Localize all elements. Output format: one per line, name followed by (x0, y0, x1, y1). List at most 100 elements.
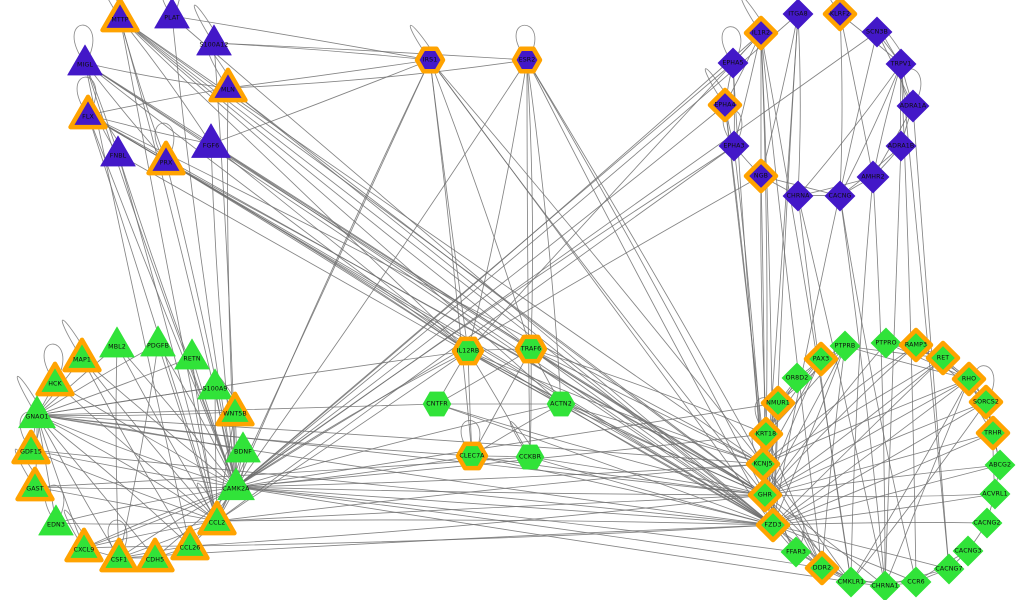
graph-node-s100a9[interactable] (190, 362, 240, 412)
graph-node-klrf2[interactable] (817, 0, 863, 37)
graph-node-migl[interactable] (60, 38, 110, 88)
graph-node-flx[interactable] (63, 90, 113, 140)
graph-node-chrna[interactable] (775, 173, 821, 219)
graph-node-mbl2[interactable] (92, 320, 142, 370)
self-loop-edge (704, 68, 730, 102)
self-loop-edge (16, 376, 42, 412)
graph-node-trhr[interactable] (970, 410, 1016, 456)
edge (189, 524, 774, 547)
graph-node-fgf6[interactable] (184, 117, 238, 171)
graph-node-traf6[interactable] (509, 327, 553, 371)
graph-node-amhr2[interactable] (849, 153, 897, 201)
graph-node-itga8[interactable] (775, 0, 821, 37)
graph-node-esr2[interactable] (506, 39, 548, 81)
graph-node-il12rb[interactable] (446, 329, 490, 373)
graph-node-edn3[interactable] (31, 498, 81, 548)
graph-node-ramp3[interactable] (893, 322, 939, 368)
edge (839, 63, 902, 197)
graph-node-cacng7[interactable] (926, 546, 972, 592)
self-loop-edge (61, 319, 87, 355)
graph-node-scn3b[interactable] (854, 9, 900, 55)
graph-node-trpv1[interactable] (878, 41, 924, 87)
graph-node-hck[interactable] (30, 357, 80, 407)
graph-node-actn2[interactable] (539, 382, 583, 426)
edge (764, 493, 996, 498)
graph-node-mln[interactable] (203, 63, 253, 113)
graph-node-cckbr[interactable] (508, 435, 552, 479)
graph-node-chrna1[interactable] (862, 563, 908, 600)
graph-node-wnt5b[interactable] (210, 387, 260, 437)
graph-node-gast[interactable] (10, 462, 60, 512)
graph-node-clec7a[interactable] (450, 434, 494, 478)
edge (429, 59, 532, 350)
graph-node-ccl26[interactable] (165, 521, 215, 571)
edge (87, 114, 218, 522)
graph-node-cacng[interactable] (817, 173, 863, 219)
graph-node-s100a12[interactable] (189, 18, 239, 68)
graph-node-ret[interactable] (920, 335, 966, 381)
graph-node-fnbl[interactable] (93, 129, 143, 179)
graph-node-rho[interactable] (946, 356, 992, 402)
graph-node-mttp[interactable] (95, 0, 145, 43)
graph-node-prx[interactable] (141, 136, 191, 186)
graph-node-epha4[interactable] (702, 82, 748, 128)
graph-node-bdnf[interactable] (218, 425, 268, 475)
edge (839, 195, 917, 583)
graph-node-map1[interactable] (57, 333, 107, 383)
graph-node-csf1[interactable] (94, 533, 144, 583)
graph-node-cacng2[interactable] (964, 500, 1010, 546)
graph-node-cacng3[interactable] (945, 528, 991, 574)
graph-node-il1r2[interactable] (738, 10, 784, 56)
edge (171, 15, 431, 61)
graph-node-ptpro[interactable] (863, 320, 909, 366)
graph-node-cxcl9[interactable] (59, 523, 109, 573)
edge (760, 32, 852, 583)
edge (762, 378, 970, 465)
graph-node-nmur1[interactable] (755, 380, 801, 426)
graph-node-epha5[interactable] (710, 40, 756, 86)
self-loop-edge (44, 484, 65, 520)
graph-node-ptprb[interactable] (822, 323, 868, 369)
graph-node-or8d2[interactable] (774, 355, 820, 401)
graph-node-retn[interactable] (167, 332, 217, 382)
edge (235, 62, 734, 488)
graph-node-gnao1[interactable] (11, 389, 63, 441)
graph-node-cdh5[interactable] (130, 533, 180, 583)
graph-node-fzd3[interactable] (750, 502, 796, 548)
graph-node-gdf15[interactable] (6, 425, 56, 475)
graph-node-cntfr[interactable] (415, 382, 459, 426)
edge (117, 153, 237, 488)
edge (762, 344, 917, 465)
edge (213, 42, 528, 61)
graph-node-irs1[interactable] (409, 39, 451, 81)
self-loop-edge (73, 24, 94, 60)
edge (839, 13, 874, 178)
graph-node-ngb[interactable] (738, 153, 784, 199)
edge (529, 456, 766, 496)
self-loop-edge (76, 76, 97, 112)
graph-node-ddr2[interactable] (799, 545, 845, 591)
graph-node-acvrl1[interactable] (972, 471, 1018, 517)
graph-node-ghr[interactable] (742, 472, 788, 518)
edge (171, 15, 774, 526)
graph-node-adra1a[interactable] (889, 82, 937, 130)
edge (467, 32, 762, 352)
edge (762, 463, 852, 583)
graph-node-ffar3[interactable] (773, 529, 819, 575)
edge (235, 104, 726, 488)
graph-node-adra1b[interactable] (878, 123, 924, 169)
graph-node-cmklr1[interactable] (828, 559, 874, 600)
edge (429, 59, 766, 496)
graph-node-abcg2[interactable] (977, 442, 1023, 488)
graph-node-ccr6[interactable] (893, 559, 939, 600)
graph-node-sorcs2[interactable] (963, 379, 1009, 425)
edge (210, 59, 431, 145)
graph-node-epha3[interactable] (711, 123, 757, 169)
graph-node-pax3[interactable] (798, 336, 844, 382)
graph-node-pdgfb[interactable] (133, 319, 183, 369)
graph-node-ccl2[interactable] (192, 496, 242, 546)
graph-node-camk2a[interactable] (210, 461, 262, 513)
graph-node-plat[interactable] (147, 0, 197, 41)
